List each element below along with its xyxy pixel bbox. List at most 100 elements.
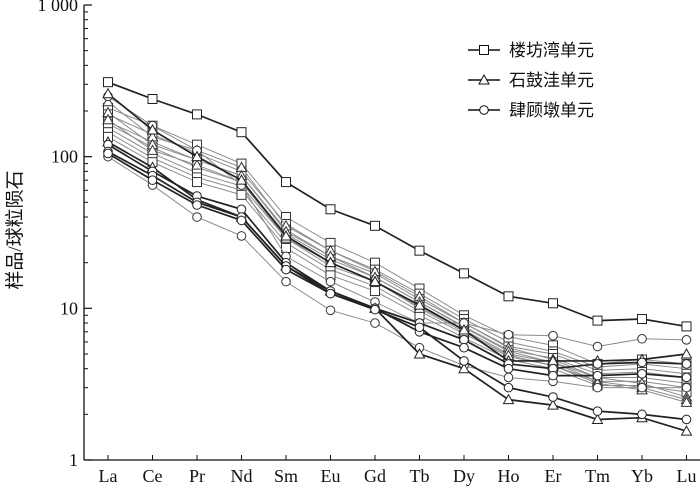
- y-tick-label: 1: [69, 450, 78, 470]
- marker-circle: [638, 410, 647, 419]
- marker-circle: [326, 306, 335, 315]
- marker-circle: [415, 323, 424, 332]
- series-triangle: [103, 108, 692, 404]
- marker-square: [460, 269, 469, 278]
- x-tick-label: Ho: [498, 466, 520, 486]
- marker-square: [193, 110, 202, 119]
- marker-circle: [193, 213, 202, 222]
- marker-circle: [593, 342, 602, 351]
- x-tick-label: Yb: [631, 466, 653, 486]
- y-tick-label: 100: [51, 147, 78, 167]
- marker-circle: [682, 336, 691, 345]
- marker-square: [282, 178, 291, 187]
- marker-circle: [504, 364, 513, 373]
- x-tick-label: Tm: [585, 466, 610, 486]
- legend-label: 肆顾墩单元: [509, 101, 594, 120]
- x-tick-label: Sm: [274, 466, 298, 486]
- marker-circle: [237, 232, 246, 241]
- series-circle: [104, 147, 691, 381]
- series-square: [104, 117, 692, 378]
- marker-square: [371, 287, 380, 296]
- legend-entry: 肆顾墩单元: [468, 101, 594, 120]
- x-tick-label: Gd: [364, 466, 386, 486]
- legend-label: 石鼓洼单元: [509, 71, 594, 90]
- marker-square: [415, 246, 424, 255]
- marker-circle: [682, 360, 691, 369]
- x-tick-label: Lu: [677, 466, 697, 486]
- x-tick-label: Er: [545, 466, 562, 486]
- marker-square: [371, 221, 380, 230]
- y-tick-label: 1 000: [38, 0, 79, 15]
- series-square: [104, 110, 692, 373]
- marker-square: [593, 316, 602, 325]
- marker-circle: [549, 371, 558, 380]
- marker-circle: [371, 305, 380, 314]
- marker-circle: [549, 393, 558, 402]
- legend-entry: 石鼓洼单元: [468, 71, 594, 90]
- marker-triangle: [682, 349, 692, 358]
- marker-circle: [638, 334, 647, 343]
- marker-circle: [638, 358, 647, 367]
- marker-circle: [638, 370, 647, 379]
- marker-square: [237, 128, 246, 137]
- series-line: [108, 96, 687, 346]
- series-layer: [103, 78, 692, 435]
- series-line: [108, 157, 687, 388]
- marker-circle: [282, 265, 291, 274]
- x-tick-label: Eu: [321, 466, 341, 486]
- marker-square: [504, 292, 513, 301]
- x-tick-label: Ce: [143, 466, 163, 486]
- marker-square: [104, 78, 113, 87]
- marker-square: [549, 299, 558, 308]
- marker-circle: [593, 371, 602, 380]
- marker-circle: [237, 216, 246, 225]
- marker-circle: [460, 336, 469, 345]
- marker-square: [326, 205, 335, 214]
- marker-circle: [480, 106, 489, 115]
- series-circle: [104, 92, 691, 351]
- marker-circle: [593, 383, 602, 392]
- marker-square: [237, 190, 246, 199]
- y-axis-label: 样品/球粒陨石: [4, 170, 26, 289]
- marker-circle: [504, 330, 513, 339]
- legend-entry: 楼坊湾单元: [468, 41, 594, 60]
- marker-square: [193, 178, 202, 187]
- marker-square: [638, 315, 647, 324]
- y-tick-label: 10: [60, 298, 78, 318]
- marker-circle: [549, 331, 558, 340]
- marker-square: [148, 95, 157, 104]
- marker-circle: [193, 201, 202, 210]
- marker-circle: [682, 415, 691, 424]
- marker-circle: [682, 383, 691, 392]
- marker-triangle: [504, 395, 514, 404]
- series-square: [104, 132, 692, 396]
- marker-circle: [104, 149, 113, 158]
- marker-circle: [460, 357, 469, 366]
- x-tick-label: Nd: [231, 466, 253, 486]
- x-tick-label: Dy: [453, 466, 475, 486]
- marker-square: [682, 322, 691, 331]
- x-tick-label: Pr: [189, 466, 205, 486]
- marker-circle: [148, 176, 157, 185]
- marker-circle: [593, 360, 602, 369]
- marker-square: [480, 46, 489, 55]
- marker-circle: [504, 373, 513, 382]
- marker-circle: [593, 407, 602, 416]
- marker-circle: [326, 289, 335, 298]
- series-square: [104, 128, 692, 392]
- marker-circle: [638, 383, 647, 392]
- marker-circle: [326, 277, 335, 286]
- marker-circle: [504, 383, 513, 392]
- series-circle: [104, 152, 691, 392]
- marker-circle: [371, 319, 380, 328]
- marker-circle: [460, 343, 469, 352]
- legend-label: 楼坊湾单元: [509, 41, 594, 60]
- series-triangle: [103, 89, 692, 365]
- x-tick-label: La: [99, 466, 118, 486]
- series-square: [104, 103, 692, 368]
- marker-circle: [282, 277, 291, 286]
- marker-circle: [682, 373, 691, 382]
